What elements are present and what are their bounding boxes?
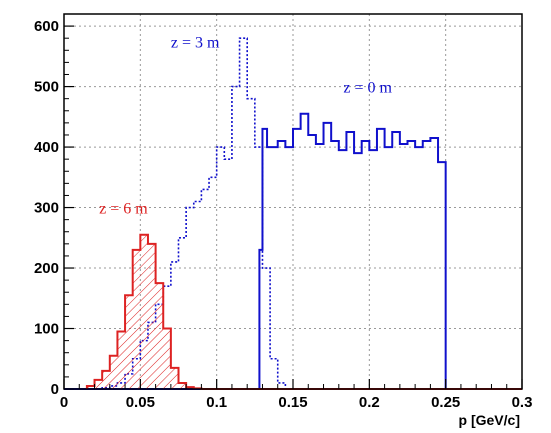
y-tick-label-3: 300	[34, 200, 59, 217]
x-tick-label-4: 0.2	[359, 394, 380, 411]
y-tick-label-1: 100	[34, 321, 59, 338]
axes: 0 0.05 0.1 0.15 0.2 0.25 0.3 0 100 200 300 400 500 60…	[34, 13, 533, 428]
series-fill-z-6-m	[86, 234, 523, 389]
y-tick-label-6: 600	[34, 18, 59, 35]
annotations: z = 3 m z = 0 m z = 6 m	[99, 34, 392, 217]
y-tick-label-2: 200	[34, 260, 59, 277]
y-tick-label-5: 500	[34, 79, 59, 96]
series-line-z-3-m	[101, 37, 293, 390]
x-tick-label-0: 0	[60, 394, 68, 411]
series-line-z-0-m	[64, 112, 522, 390]
x-tick-label-2: 0.1	[206, 394, 227, 411]
x-tick-label-3: 0.15	[278, 394, 307, 411]
x-axis-title: p [GeV/c]	[459, 412, 520, 428]
annotation-label-2: z = 6 m	[99, 201, 148, 218]
annotation-label-0: z = 3 m	[171, 34, 220, 51]
x-tick-label-5: 0.25	[431, 394, 460, 411]
x-tick-label-6: 0.3	[512, 394, 533, 411]
x-tick-label-1: 0.05	[126, 394, 155, 411]
y-tick-label-4: 400	[34, 139, 59, 156]
y-tick-label-0: 0	[51, 381, 59, 398]
annotation-label-1: z = 0 m	[343, 80, 392, 97]
